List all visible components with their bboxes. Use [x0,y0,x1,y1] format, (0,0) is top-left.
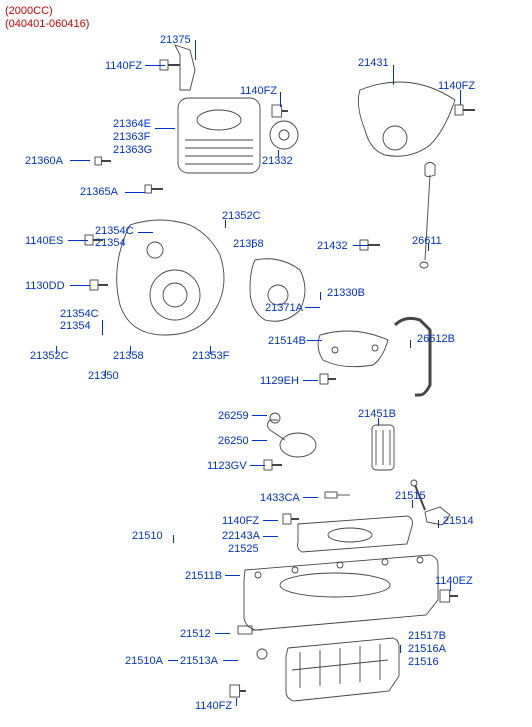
part-label-21371A: 21371A [265,302,303,314]
part-label-1140ES: 1140ES [25,235,63,247]
part-label-21352C-2: 21352C [30,350,69,362]
part-label-1140FZ-2: 1140FZ [240,85,277,97]
part-label-21514: 21514 [443,515,474,527]
part-label-21363G: 21363G [113,144,152,156]
part-label-21354-1: 21354 [95,237,126,249]
part-label-21516A: 21516A [408,643,446,655]
part-label-1140FZ-5: 1140FZ [195,700,232,712]
part-label-26250: 26250 [218,435,249,447]
part-label-21451B: 21451B [358,408,396,420]
part-label-21516: 21516 [408,656,439,668]
part-label-21511B: 21511B [185,570,222,582]
part-label-21330B: 21330B [327,287,365,299]
part-label-21517B: 21517B [408,630,446,642]
part-label-1140FZ-4: 1140FZ [222,515,259,527]
part-label-21358-2: 21358 [113,350,144,362]
part-label-21353F: 21353F [192,350,229,362]
part-label-21363F: 21363F [113,131,150,143]
part-label-21515: 21515 [395,490,426,502]
part-label-1140EZ: 1140EZ [435,575,473,587]
part-label-26259: 26259 [218,410,249,422]
part-label-22143A: 22143A [222,530,260,542]
part-label-21354C-2: 21354C [60,308,99,320]
part-label-21352C-1: 21352C [222,210,261,222]
part-label-21360A: 21360A [25,155,63,167]
part-label-21432: 21432 [317,240,348,252]
part-label-21332: 21332 [262,155,293,167]
part-label-21512: 21512 [180,628,211,640]
part-label-1140FZ-1: 1140FZ [105,60,142,72]
diagram-canvas [0,0,532,727]
part-label-1433CA: 1433CA [260,492,300,504]
part-label-21525: 21525 [228,543,259,555]
part-label-21358-1: 21358 [233,238,264,250]
part-label-21354C-1: 21354C [95,225,134,237]
part-label-1129EH: 1129EH [260,375,299,387]
part-label-21375: 21375 [160,34,191,46]
part-label-21350: 21350 [88,370,119,382]
part-label-1130DD: 1130DD [25,280,65,292]
part-label-21364E: 21364E [113,118,151,130]
part-label-21365A: 21365A [80,186,118,198]
part-label-21510: 21510 [132,530,163,542]
part-label-1123GV: 1123GV [207,460,247,472]
part-label-26612B: 26612B [417,333,455,345]
part-label-21510A: 21510A [125,655,163,667]
part-label-21431: 21431 [358,57,389,69]
part-label-1140FZ-3: 1140FZ [438,80,475,92]
part-label-26611: 26611 [412,235,442,247]
part-label-21513A: 21513A [180,655,218,667]
part-label-21514B: 21514B [268,335,306,347]
part-label-21354-2: 21354 [60,320,91,332]
